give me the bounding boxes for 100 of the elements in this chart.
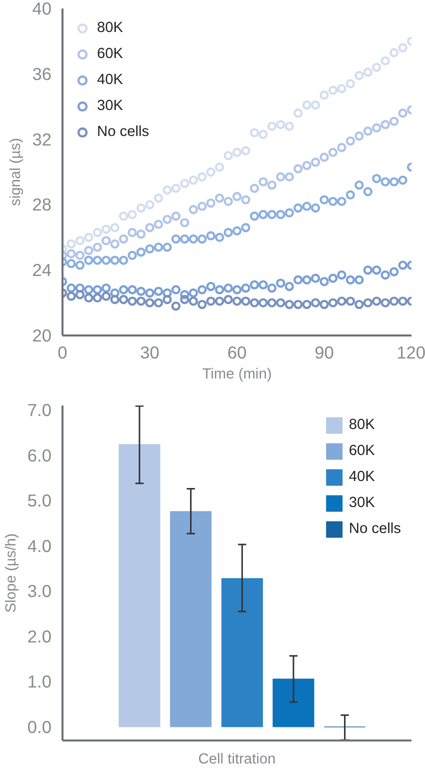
x-tick-label: 0 <box>58 342 68 362</box>
point <box>198 285 207 294</box>
point <box>310 203 320 213</box>
point <box>136 203 146 213</box>
point <box>250 298 260 308</box>
point <box>102 256 111 265</box>
y-tick-label: 6.0 <box>27 445 52 466</box>
point <box>241 146 250 156</box>
point <box>180 218 190 228</box>
legend-label: 60K <box>348 443 375 459</box>
point <box>241 222 250 232</box>
point <box>258 280 268 290</box>
point <box>302 202 312 211</box>
point <box>224 294 233 304</box>
point <box>380 56 390 66</box>
point <box>180 234 190 244</box>
point <box>310 298 320 308</box>
point <box>372 266 382 275</box>
point <box>214 232 224 242</box>
point <box>188 176 198 185</box>
y-axis-title: signal (µs) <box>8 138 24 206</box>
y-tick-label: 28 <box>32 194 52 215</box>
point <box>214 285 224 294</box>
point <box>162 242 172 252</box>
point <box>206 167 216 177</box>
point <box>284 282 294 292</box>
point <box>66 292 76 301</box>
point <box>136 230 146 239</box>
point <box>188 288 198 298</box>
point <box>92 256 102 265</box>
point <box>363 298 372 308</box>
point <box>180 294 190 304</box>
point <box>66 283 76 293</box>
point <box>162 214 172 224</box>
point <box>346 79 356 88</box>
point <box>293 300 303 310</box>
point <box>380 120 390 130</box>
point <box>224 196 233 206</box>
point <box>380 177 390 186</box>
point <box>84 232 94 242</box>
point <box>92 228 102 238</box>
point <box>128 210 137 220</box>
point <box>310 158 320 167</box>
point <box>162 294 172 304</box>
point <box>284 300 294 310</box>
point <box>198 234 207 244</box>
point <box>267 283 276 293</box>
point <box>154 298 164 308</box>
point <box>354 131 364 141</box>
point <box>75 283 85 293</box>
point <box>110 256 120 265</box>
point <box>250 280 260 290</box>
x-tick-label: 30 <box>140 342 160 362</box>
point <box>224 151 233 160</box>
point <box>310 100 320 110</box>
y-tick-label: 32 <box>32 129 52 150</box>
point <box>346 190 356 200</box>
y-tick-label: 4.0 <box>27 536 52 556</box>
point <box>372 62 382 72</box>
point <box>154 220 164 229</box>
point <box>84 246 94 256</box>
point <box>145 244 154 254</box>
point <box>267 180 276 190</box>
point <box>337 296 346 306</box>
point <box>320 152 329 162</box>
point <box>171 212 181 221</box>
point <box>284 208 294 218</box>
point <box>224 228 233 238</box>
point <box>328 298 338 308</box>
point <box>372 296 382 306</box>
y-tick-label: 0.0 <box>27 716 52 737</box>
point <box>267 210 276 220</box>
point <box>206 198 216 208</box>
x-axis-title: Time (min) <box>202 366 272 382</box>
point <box>354 180 364 190</box>
point <box>154 286 164 296</box>
point <box>214 194 224 203</box>
point <box>128 296 137 306</box>
point <box>276 172 286 182</box>
point <box>354 275 364 285</box>
point <box>198 300 207 310</box>
y-tick-label: 24 <box>32 260 52 280</box>
point <box>224 283 233 293</box>
point <box>145 200 154 210</box>
point <box>84 256 94 265</box>
point <box>284 172 294 182</box>
point <box>389 267 399 276</box>
legend-label: 30K <box>348 495 375 511</box>
point <box>110 239 120 249</box>
point <box>258 210 268 220</box>
point <box>302 160 312 170</box>
point <box>320 300 329 310</box>
point <box>284 122 294 131</box>
y-tick-label: 20 <box>32 326 52 346</box>
point <box>92 285 102 294</box>
point <box>66 239 76 249</box>
point <box>372 123 382 132</box>
point <box>188 205 198 214</box>
point <box>276 210 286 220</box>
point <box>110 222 120 232</box>
